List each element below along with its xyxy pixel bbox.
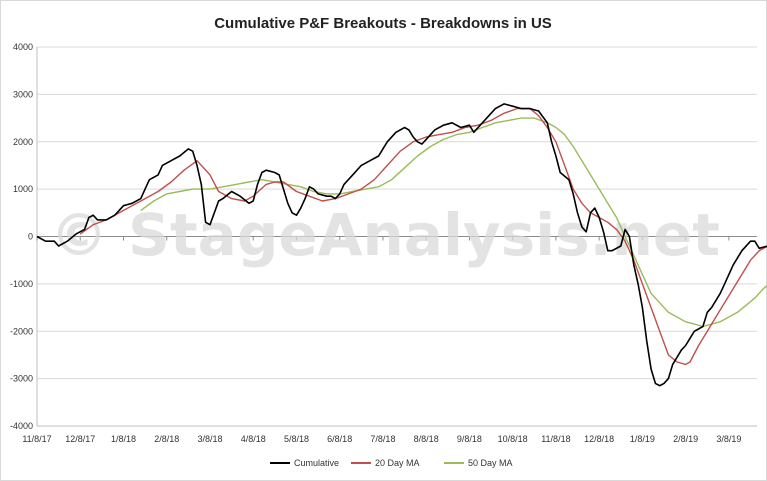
series-line-20-day-ma	[79, 107, 767, 366]
y-tick-label: -3000	[10, 374, 33, 384]
x-tick-label: 1/8/18	[111, 434, 136, 444]
y-tick-label: -2000	[10, 326, 33, 336]
x-tick-label: 10/8/18	[498, 434, 528, 444]
legend-label: 50 Day MA	[468, 458, 513, 468]
chart-title: Cumulative P&F Breakouts - Breakdowns in…	[214, 15, 552, 32]
y-tick-label: -1000	[10, 279, 33, 289]
x-tick-label: 12/8/18	[584, 434, 614, 444]
gridlines	[37, 46, 757, 427]
x-tick-label: 11/8/17	[22, 434, 51, 444]
x-tick-label: 1/8/19	[630, 434, 655, 444]
y-tick-label: 1000	[13, 184, 33, 194]
y-tick-label: 4000	[13, 42, 33, 52]
x-tick-label: 11/8/18	[541, 434, 570, 444]
y-tick-label: 2000	[13, 137, 33, 147]
x-tick-label: 3/8/19	[716, 434, 741, 444]
y-tick-label: 0	[28, 232, 33, 242]
series-line-cumulative	[36, 103, 767, 387]
x-tick-label: 8/8/18	[414, 434, 439, 444]
legend: Cumulative 20 Day MA 50 Day MA	[270, 458, 513, 468]
y-tick-label: 3000	[13, 89, 33, 99]
axes: 4000 3000 2000 1000 0 -1000 -2000 -3000 -4000 11/…	[10, 42, 757, 444]
x-tick-label: 4/8/18	[241, 434, 266, 444]
legend-label: 20 Day MA	[375, 458, 420, 468]
x-tick-label: 12/8/17	[65, 434, 95, 444]
x-tick-label: 7/8/18	[370, 434, 395, 444]
x-tick-label: 2/8/18	[154, 434, 179, 444]
watermark-text: © StageAnalysis.net	[50, 201, 720, 269]
x-tick-label: 2/8/19	[673, 434, 698, 444]
series-lines	[36, 103, 767, 387]
x-tick-label: 3/8/18	[197, 434, 222, 444]
x-tick-label: 5/8/18	[284, 434, 309, 444]
y-tick-label: -4000	[10, 421, 33, 431]
legend-label: Cumulative	[294, 458, 339, 468]
x-tick-label: 6/8/18	[327, 434, 352, 444]
x-tick-label: 9/8/18	[457, 434, 482, 444]
